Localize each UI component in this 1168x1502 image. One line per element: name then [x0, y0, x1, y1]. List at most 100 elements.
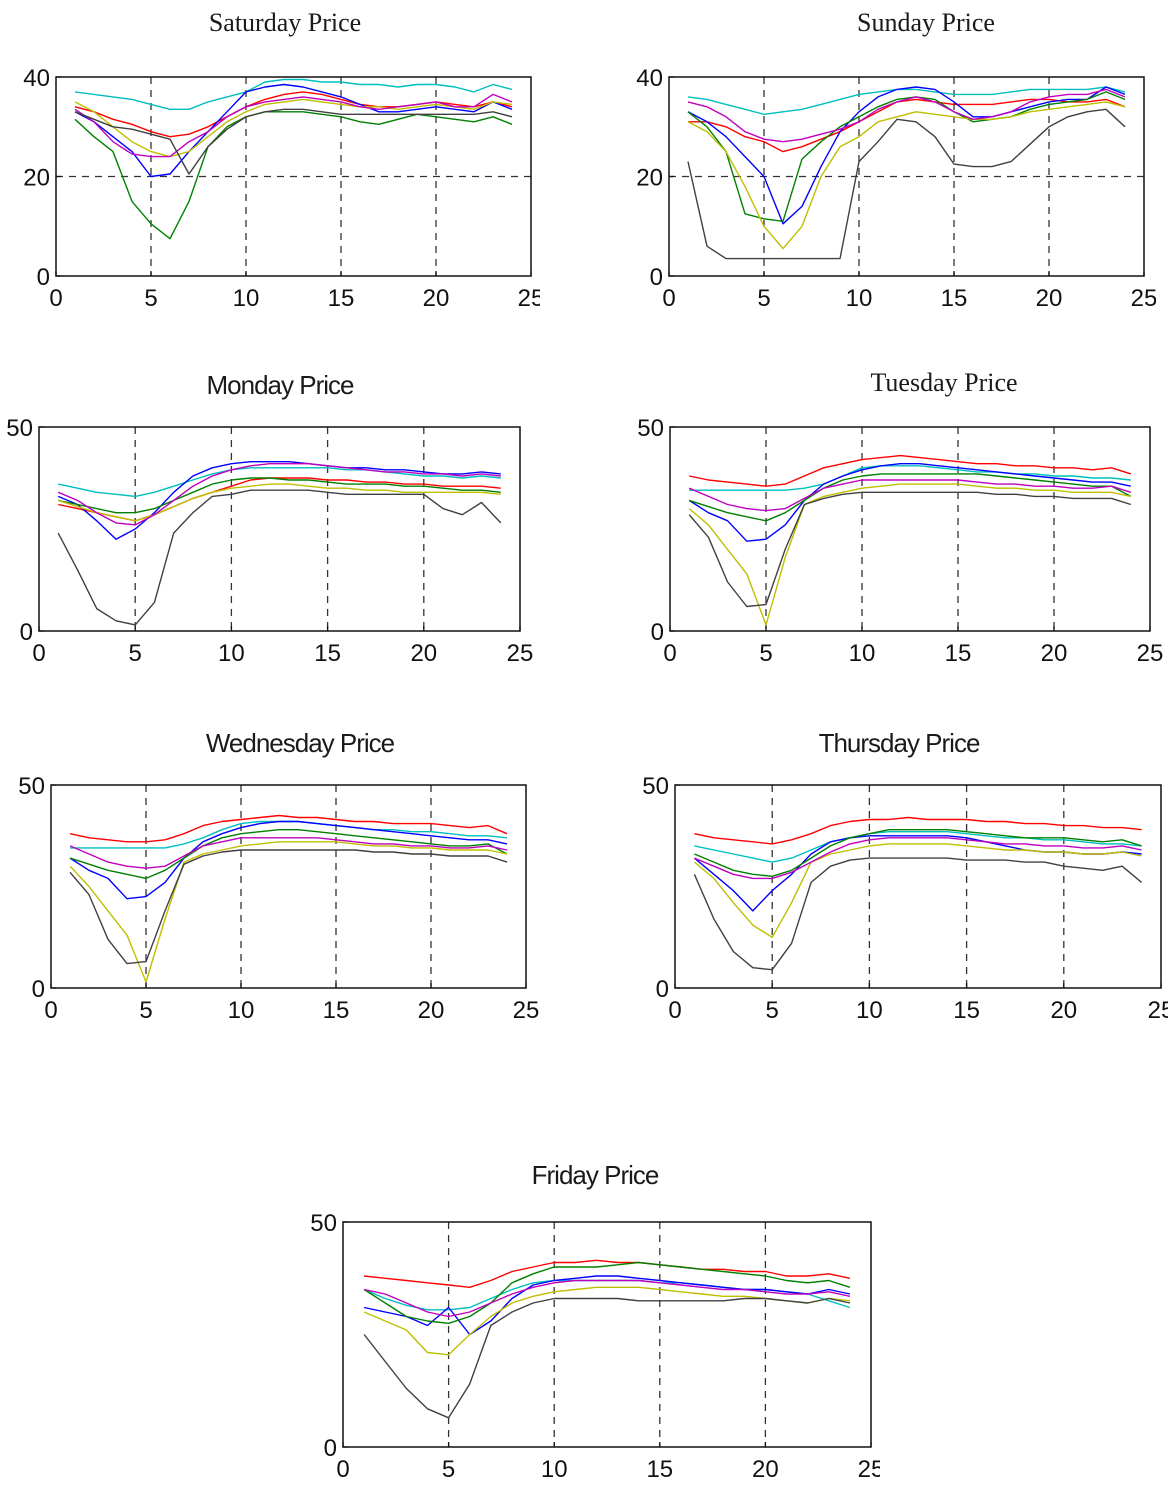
series-line-5 [363, 1286, 850, 1356]
series-line-4 [687, 91, 1126, 223]
x-tick-label: 10 [856, 997, 883, 1024]
x-tick-label: 25 [513, 997, 540, 1024]
series-line-3 [57, 460, 501, 540]
monday-price-panel: Monday Price 0 5 10 15 20 25 0 50 [0, 360, 540, 690]
x-tick-label: 25 [518, 285, 540, 312]
x-tick-label: 25 [1131, 285, 1156, 312]
series-line-1 [58, 467, 501, 498]
series-line-7 [688, 491, 1132, 608]
series-line-2 [69, 814, 508, 843]
plot-frame [50, 784, 527, 989]
thursday-price-chart: 0 5 10 15 20 25 0 50 [642, 773, 1168, 1024]
x-tick-label: 10 [541, 1456, 568, 1483]
chart-title: Friday Price [531, 1160, 660, 1190]
y-tick-label: 0 [656, 976, 669, 1003]
friday-price-panel: Friday Price 0 5 10 15 20 25 0 50 [300, 1150, 884, 1497]
x-tick-label: 25 [1137, 640, 1164, 667]
x-tick-label: 15 [323, 997, 350, 1024]
thursday-price-panel: Thursday Price 0 5 10 15 20 25 0 50 [630, 718, 1168, 1048]
x-tick-label: 5 [442, 1456, 455, 1483]
tuesday-price-chart: 0 5 10 15 20 25 0 50 [637, 415, 1164, 667]
y-tick-label: 0 [651, 619, 664, 646]
x-tick-label: 5 [757, 285, 770, 312]
x-tick-label: 15 [941, 285, 968, 312]
series-line-4 [363, 1261, 851, 1325]
y-tick-label: 20 [23, 165, 50, 192]
series-line-5 [693, 843, 1142, 939]
x-tick-label: 20 [410, 640, 437, 667]
series-line-1 [70, 820, 508, 849]
x-tick-label: 10 [218, 640, 245, 667]
x-tick-label: 10 [846, 285, 873, 312]
series-line-5 [74, 98, 513, 158]
x-tick-label: 25 [507, 640, 534, 667]
x-tick-label: 20 [1036, 285, 1063, 312]
y-tick-label: 50 [18, 773, 45, 800]
series-line-6 [69, 837, 508, 869]
saturday-price-chart: 0 5 10 15 20 25 0 20 40 [23, 65, 544, 312]
series-line-6 [687, 88, 1126, 143]
x-tick-label: 25 [1148, 997, 1168, 1024]
series-line-1 [687, 86, 1126, 116]
y-tick-label: 0 [32, 976, 45, 1003]
series-line-7 [687, 108, 1126, 260]
series-line-1 [694, 830, 1142, 863]
wednesday-price-chart: 0 5 10 15 20 25 0 50 [18, 773, 540, 1024]
x-tick-label: 20 [1050, 997, 1077, 1024]
x-tick-label: 15 [314, 640, 341, 667]
x-tick-label: 0 [336, 1456, 349, 1483]
plot-frame [38, 426, 521, 632]
series-line-2 [689, 454, 1132, 487]
series-line-6 [688, 479, 1132, 512]
series-line-7 [74, 108, 513, 175]
series-line-5 [688, 483, 1131, 626]
y-tick-label: 50 [637, 415, 664, 442]
plot-frame [342, 1221, 872, 1448]
series-line-4 [694, 828, 1142, 878]
series-line-6 [74, 93, 513, 158]
x-tick-label: 5 [129, 640, 142, 667]
y-tick-label: 0 [650, 264, 663, 291]
y-tick-label: 0 [37, 264, 50, 291]
x-tick-label: 5 [139, 997, 152, 1024]
series-line-2 [694, 816, 1142, 845]
series-line-3 [74, 83, 513, 178]
series-line-6 [57, 462, 501, 526]
series-line-5 [687, 101, 1126, 250]
series-line-7 [57, 489, 502, 626]
series-line-1 [363, 1279, 851, 1311]
y-tick-label: 20 [636, 165, 663, 192]
series-line-3 [69, 820, 508, 900]
x-tick-label: 5 [766, 997, 779, 1024]
chart-title: Saturday Price [208, 8, 362, 37]
y-tick-label: 0 [20, 619, 33, 646]
y-tick-label: 50 [642, 773, 669, 800]
series-line-3 [687, 86, 1126, 225]
series-line-2 [364, 1259, 851, 1289]
series-line-1 [689, 465, 1131, 491]
x-tick-label: 10 [233, 285, 260, 312]
chart-title: Sunday Price [857, 8, 995, 37]
tuesday-price-panel: Tuesday Price 0 5 10 15 20 25 0 50 [630, 360, 1168, 690]
x-tick-label: 20 [1041, 640, 1068, 667]
x-tick-label: 10 [228, 997, 255, 1024]
sunday-price-panel: Sunday Price 0 5 10 15 20 25 0 20 40 [636, 0, 1157, 330]
x-tick-label: 15 [328, 285, 355, 312]
x-tick-label: 0 [32, 640, 45, 667]
friday-price-chart: 0 5 10 15 20 25 0 50 [310, 1210, 884, 1483]
x-tick-label: 15 [646, 1456, 673, 1483]
series-line-3 [688, 462, 1131, 542]
series-line-4 [688, 473, 1132, 522]
series-line-6 [694, 837, 1142, 880]
x-tick-label: 0 [663, 640, 676, 667]
y-tick-label: 40 [636, 65, 663, 92]
plot-frame [669, 426, 1151, 632]
x-tick-label: 0 [662, 285, 675, 312]
series-line-4 [74, 111, 513, 240]
x-tick-label: 5 [144, 285, 157, 312]
x-tick-label: 20 [752, 1456, 779, 1483]
plot-frame [674, 784, 1162, 989]
series-line-2 [688, 98, 1126, 153]
series-line-4 [69, 828, 508, 880]
x-tick-label: 25 [858, 1456, 880, 1483]
